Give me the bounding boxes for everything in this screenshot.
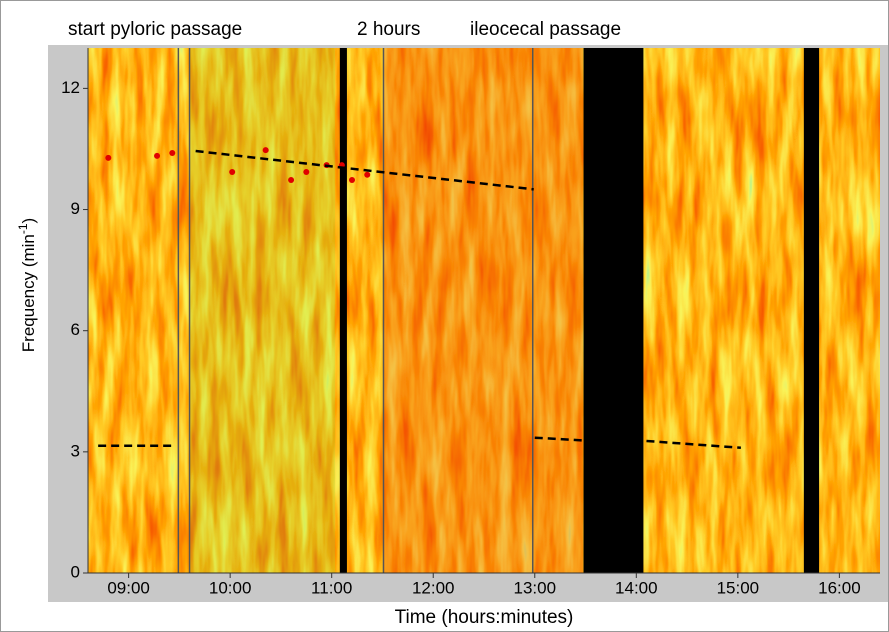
peak-point <box>262 147 269 154</box>
x-tick-label: 09:00 <box>107 578 150 597</box>
heatmap <box>88 48 880 573</box>
trend-line <box>646 439 741 450</box>
x-tick-label: 14:00 <box>615 578 658 597</box>
annotation: ileocecal passage <box>470 19 621 40</box>
trend-line <box>195 149 534 191</box>
peak-point <box>105 154 112 161</box>
y-axis-label: Frequency (min-1) <box>16 218 38 352</box>
data-gap <box>583 48 644 573</box>
x-tick-label: 16:00 <box>818 578 861 597</box>
y-label-main: Frequency (min <box>19 234 38 352</box>
y-label-sup: -1 <box>16 223 30 234</box>
x-tick-label: 13:00 <box>513 578 556 597</box>
y-tick-label: 6 <box>71 320 80 339</box>
x-axis-label: Time (hours:minutes) <box>395 607 574 628</box>
peak-point <box>303 168 310 175</box>
y-tick-label: 3 <box>71 441 80 460</box>
y-tick-label: 0 <box>71 562 80 581</box>
peak-point <box>349 177 355 184</box>
y-label-close: ) <box>19 218 38 224</box>
trend-line <box>534 436 586 442</box>
annotation: 2 hours <box>357 19 420 40</box>
x-tick-label: 10:00 <box>209 578 252 597</box>
heatmap-texture <box>88 48 880 573</box>
peak-point <box>364 171 371 178</box>
y-tick-label: 9 <box>71 199 80 218</box>
heatmap-tint <box>383 48 583 573</box>
data-gap <box>803 48 820 573</box>
heatmap-tint <box>190 48 335 573</box>
annotation: start pyloric passage <box>68 19 242 40</box>
peak-point <box>288 177 295 184</box>
y-tick-label: 12 <box>61 78 80 97</box>
peak-point <box>229 168 236 175</box>
data-gap <box>339 48 347 573</box>
x-tick-label: 11:00 <box>311 578 352 597</box>
peak-point <box>169 150 176 156</box>
x-tick-label: 15:00 <box>717 578 760 597</box>
x-tick-label: 12:00 <box>412 578 455 597</box>
peak-point <box>154 152 161 159</box>
